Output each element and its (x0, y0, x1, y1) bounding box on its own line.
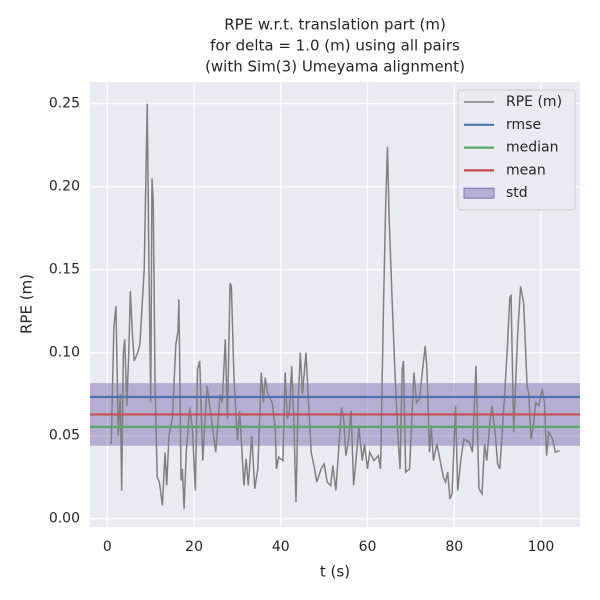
data-line (110, 103, 560, 509)
x-tick-label: 0 (103, 539, 112, 555)
legend-box (457, 89, 576, 211)
x-tick-label: 60 (359, 539, 377, 555)
y-tick-label: 0.25 (49, 96, 80, 112)
y-tick-label: 0.00 (49, 511, 80, 527)
legend-swatch (463, 187, 495, 199)
legend-label: rmse (506, 117, 541, 133)
x-tick-label: 20 (185, 539, 203, 555)
x-tick-label: 40 (272, 539, 290, 555)
x-axis-label: t (s) (320, 563, 350, 581)
legend-label: RPE (m) (506, 94, 562, 110)
y-axis-label: RPE (m) (18, 274, 36, 334)
chart-title: (with Sim(3) Umeyama alignment) (205, 58, 465, 76)
y-tick-label: 0.15 (49, 262, 80, 278)
x-tick-label: 100 (528, 539, 555, 555)
legend-label: std (506, 185, 528, 201)
chart-title: for delta = 1.0 (m) using all pairs (210, 37, 460, 55)
y-tick-label: 0.10 (49, 345, 80, 361)
chart-title: RPE w.r.t. translation part (m) (224, 16, 446, 34)
legend-label: median (506, 140, 558, 156)
x-tick-label: 80 (445, 539, 463, 555)
y-tick-label: 0.05 (49, 428, 80, 444)
legend-label: mean (506, 162, 546, 178)
y-tick-label: 0.20 (49, 179, 80, 195)
